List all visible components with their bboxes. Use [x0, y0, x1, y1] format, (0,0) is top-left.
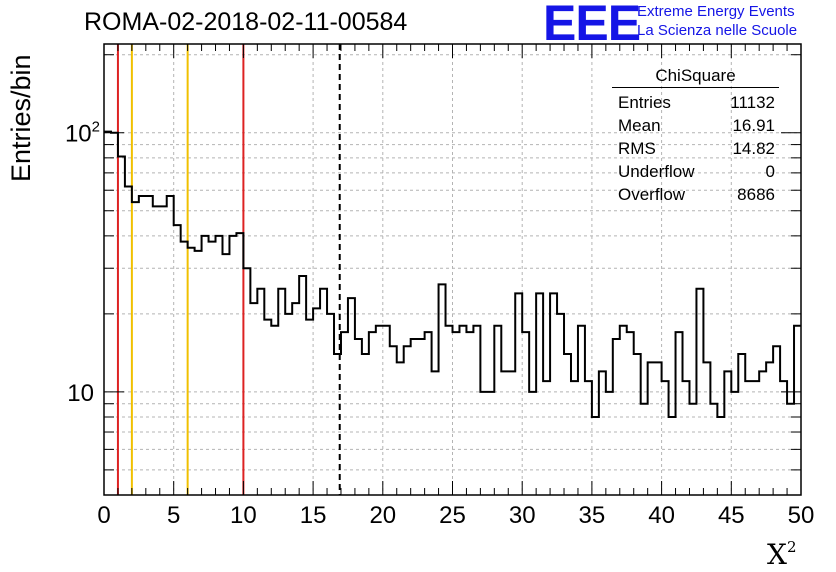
stats-label: Entries — [618, 93, 671, 112]
branding-line-1: Extreme Energy Events — [637, 3, 795, 20]
tick-labels: 0 5 10 15 20 25 30 35 40 45 50 10 102 — [65, 119, 814, 529]
stats-value: 14.82 — [732, 139, 775, 158]
x-tick-label: 5 — [167, 502, 180, 529]
x-tick-label: 20 — [369, 502, 396, 529]
stats-value: 16.91 — [732, 116, 775, 135]
x-tick-label: 15 — [300, 502, 327, 529]
branding-text: Extreme Energy Events La Scienza nelle S… — [637, 2, 797, 40]
x-tick-label: 40 — [648, 502, 675, 529]
marker-lines — [116, 44, 341, 495]
x-tick-label: 0 — [97, 502, 110, 529]
stats-label: RMS — [618, 139, 656, 158]
stats-row-rms: RMS 14.82 — [612, 137, 779, 160]
branding-line-2: La Scienza nelle Scuole — [637, 22, 798, 39]
stats-value: 0 — [765, 162, 775, 181]
histogram-series — [104, 130, 801, 418]
stats-label: Underflow — [618, 162, 695, 181]
stats-value: 8686 — [737, 185, 775, 204]
stats-row-underflow: Underflow 0 — [612, 160, 779, 183]
stats-box: ChiSquare Entries 11132 Mean 16.91 RMS 1… — [612, 66, 779, 206]
x-tick-label: 45 — [718, 502, 745, 529]
x-axis-label-base: X — [767, 538, 787, 571]
x-tick-label: 10 — [230, 502, 257, 529]
stats-label: Mean — [618, 116, 661, 135]
y-tick-label: 102 — [65, 119, 100, 148]
stats-row-mean: Mean 16.91 — [612, 114, 779, 137]
x-tick-label: 25 — [439, 502, 466, 529]
x-tick-label: 50 — [788, 502, 815, 529]
stats-box-title: ChiSquare — [612, 66, 779, 88]
y-tick-label: 10 — [67, 380, 94, 407]
stats-row-overflow: Overflow 8686 — [612, 183, 779, 206]
y-axis-label: Entries/bin — [6, 54, 36, 182]
stats-value: 11132 — [730, 93, 775, 112]
x-tick-label: 30 — [509, 502, 536, 529]
stats-row-entries: Entries 11132 — [612, 91, 779, 114]
histogram-line — [104, 130, 801, 418]
axis-ticks — [103, 44, 802, 496]
eee-logo: EEE — [543, 0, 641, 51]
chart-title: ROMA-02-2018-02-11-00584 — [84, 8, 408, 36]
x-axis-label: X2 — [767, 538, 796, 571]
x-tick-label: 35 — [579, 502, 606, 529]
stats-label: Overflow — [618, 185, 686, 204]
x-axis-label-exponent: 2 — [786, 538, 797, 556]
